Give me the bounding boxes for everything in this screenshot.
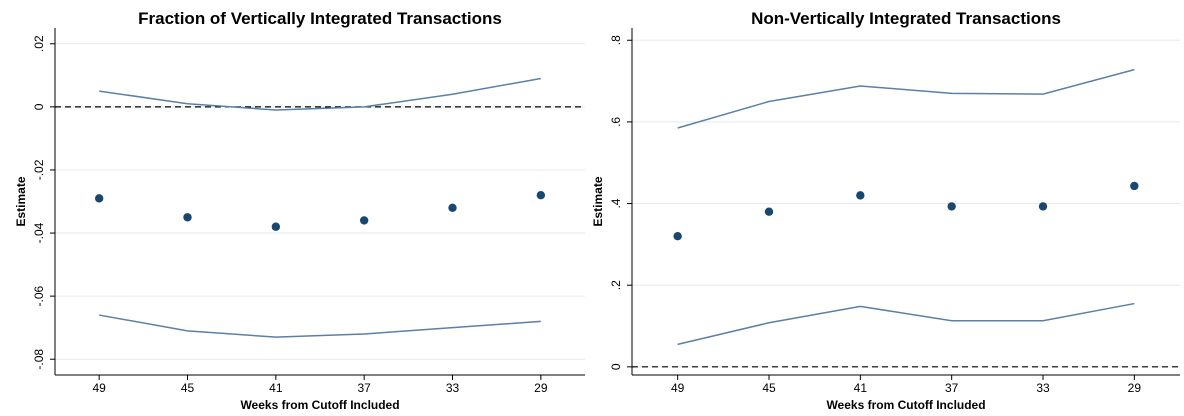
x-tick-label: 45 <box>181 381 195 395</box>
y-tick-label: -.02 <box>32 159 46 180</box>
y-tick-label: -.08 <box>32 349 46 370</box>
x-axis-label: Weeks from Cutoff Included <box>826 398 985 412</box>
x-tick-label: 33 <box>1036 381 1050 395</box>
x-tick-label: 29 <box>1128 381 1142 395</box>
x-tick-label: 29 <box>534 381 548 395</box>
upper-bound <box>677 68 1135 129</box>
y-axis-label: Estimate <box>591 176 605 226</box>
y-tick-label: -.04 <box>32 222 46 243</box>
point <box>856 191 865 200</box>
point <box>673 232 682 241</box>
y-tick-label: .8 <box>609 35 623 45</box>
point <box>359 216 369 225</box>
x-tick-label: 49 <box>671 381 685 395</box>
point <box>94 194 104 203</box>
lower-bound <box>677 302 1135 346</box>
upper-bound <box>99 77 541 111</box>
point <box>183 213 192 222</box>
point <box>947 202 956 211</box>
y-tick-label: .02 <box>32 35 46 52</box>
y-tick-label: .2 <box>609 280 623 290</box>
chart-title: Fraction of Vertically Integrated Transa… <box>138 9 502 28</box>
lower-bound <box>99 314 541 338</box>
x-tick-label: 33 <box>446 381 460 395</box>
y-tick-label: .6 <box>609 117 623 127</box>
plot-area <box>55 28 585 375</box>
y-axis-label: Estimate <box>14 176 28 226</box>
x-tick-label: 45 <box>762 381 776 395</box>
y-tick-label: -.06 <box>32 285 46 306</box>
y-tick-label: 0 <box>609 363 623 370</box>
point <box>1038 202 1048 211</box>
y-tick-label: 0 <box>32 103 46 110</box>
point <box>764 207 774 216</box>
y-tick-label: .4 <box>609 198 623 208</box>
point <box>271 222 281 231</box>
x-tick-label: 49 <box>92 381 106 395</box>
x-tick-label: 41 <box>854 381 868 395</box>
x-tick-label: 37 <box>945 381 959 395</box>
point <box>536 190 546 200</box>
chart-title: Non-Vertically Integrated Transactions <box>751 9 1061 28</box>
x-tick-label: 41 <box>269 381 283 395</box>
x-tick-label: 37 <box>357 381 371 395</box>
point <box>448 203 457 213</box>
x-axis-label: Weeks from Cutoff Included <box>240 398 399 412</box>
point <box>1130 181 1139 191</box>
